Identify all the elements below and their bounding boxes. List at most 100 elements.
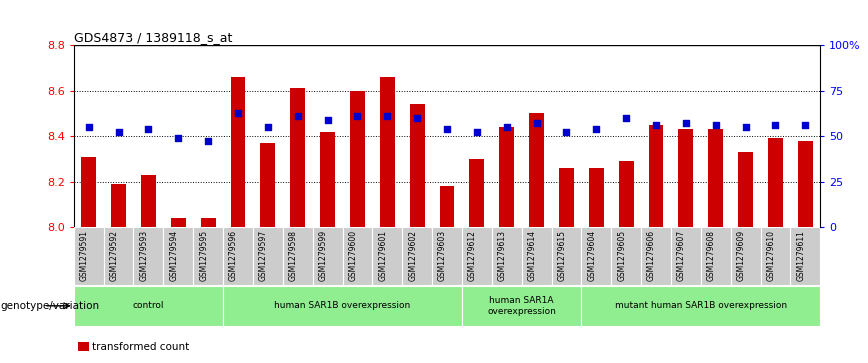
Bar (641, 227, 671, 285)
Bar (679, 129, 694, 227)
Point (201, 138, 215, 143)
Bar (791, 227, 820, 285)
Text: GSM1279606: GSM1279606 (647, 230, 656, 281)
Bar (648, 125, 663, 227)
Text: GSM1279611: GSM1279611 (796, 230, 806, 281)
Bar (163, 227, 194, 285)
Text: GSM1279615: GSM1279615 (557, 230, 567, 281)
Bar (231, 77, 246, 227)
Text: GSM1279609: GSM1279609 (737, 230, 746, 281)
Text: GSM1279592: GSM1279592 (109, 230, 119, 281)
Bar (141, 175, 156, 227)
Bar (671, 227, 700, 285)
Text: human SAR1B overexpression: human SAR1B overexpression (274, 301, 411, 310)
Point (82, 124, 95, 130)
Bar (372, 227, 402, 285)
Point (799, 122, 812, 128)
Bar (82, 156, 96, 227)
Point (411, 115, 424, 121)
Bar (350, 91, 365, 227)
Text: GSM1279614: GSM1279614 (528, 230, 536, 281)
Bar (492, 227, 522, 285)
Point (470, 129, 483, 135)
Bar (529, 114, 544, 227)
Bar (194, 227, 223, 285)
Bar (260, 143, 275, 227)
Point (649, 122, 663, 128)
Text: GSM1279607: GSM1279607 (677, 230, 686, 281)
Text: GSM1279602: GSM1279602 (408, 230, 418, 281)
Text: GSM1279613: GSM1279613 (497, 230, 507, 281)
Bar (522, 227, 551, 285)
Text: GSM1279597: GSM1279597 (259, 230, 268, 281)
Point (291, 113, 305, 119)
Point (231, 110, 245, 116)
Point (440, 126, 454, 132)
Bar (462, 227, 492, 285)
Point (560, 129, 574, 135)
Text: GSM1279595: GSM1279595 (199, 230, 208, 281)
Bar (589, 168, 604, 227)
Bar (768, 138, 783, 227)
Bar (439, 186, 455, 227)
Point (380, 113, 394, 119)
Point (112, 129, 126, 135)
Text: GSM1279596: GSM1279596 (229, 230, 238, 281)
Bar (432, 227, 462, 285)
Bar (402, 227, 432, 285)
Bar (74, 227, 103, 285)
Point (619, 115, 633, 121)
Point (679, 119, 693, 125)
Bar (551, 227, 582, 285)
Bar (171, 218, 186, 227)
Bar (582, 286, 820, 326)
Point (500, 124, 514, 130)
Bar (134, 227, 163, 285)
Bar (410, 105, 424, 227)
Bar (111, 184, 126, 227)
Text: genotype/variation: genotype/variation (0, 301, 99, 311)
Bar (343, 227, 372, 285)
Bar (462, 286, 582, 326)
Text: GSM1279600: GSM1279600 (348, 230, 358, 281)
Text: GSM1279591: GSM1279591 (80, 230, 89, 281)
Point (739, 124, 753, 130)
Point (320, 117, 334, 123)
Point (351, 113, 365, 119)
Text: mutant human SAR1B overexpression: mutant human SAR1B overexpression (615, 301, 787, 310)
Point (261, 124, 275, 130)
Bar (499, 127, 514, 227)
Text: transformed count: transformed count (92, 342, 189, 352)
Bar (201, 218, 215, 227)
Bar (470, 159, 484, 227)
Text: control: control (133, 301, 164, 310)
Bar (738, 152, 753, 227)
Bar (619, 161, 634, 227)
Text: GSM1279605: GSM1279605 (617, 230, 626, 281)
Bar (708, 129, 723, 227)
Bar (582, 227, 611, 285)
Text: human SAR1A
overexpression: human SAR1A overexpression (487, 296, 556, 315)
Bar (731, 227, 760, 285)
Bar (700, 227, 731, 285)
Point (529, 119, 543, 125)
Bar (380, 77, 395, 227)
Text: GSM1279598: GSM1279598 (289, 230, 298, 281)
Text: GSM1279594: GSM1279594 (169, 230, 178, 281)
Bar (798, 140, 812, 227)
Text: GSM1279610: GSM1279610 (766, 230, 775, 281)
Point (141, 126, 155, 132)
Point (589, 126, 603, 132)
Bar (320, 132, 335, 227)
Point (171, 135, 185, 141)
Point (768, 122, 782, 128)
Text: GSM1279603: GSM1279603 (438, 230, 447, 281)
Bar (74, 286, 223, 326)
Bar (223, 286, 462, 326)
Bar (559, 168, 574, 227)
Bar (253, 227, 283, 285)
Text: GDS4873 / 1389118_s_at: GDS4873 / 1389118_s_at (74, 31, 232, 44)
Text: GSM1279612: GSM1279612 (468, 230, 477, 281)
Text: GSM1279604: GSM1279604 (588, 230, 596, 281)
Point (709, 122, 723, 128)
